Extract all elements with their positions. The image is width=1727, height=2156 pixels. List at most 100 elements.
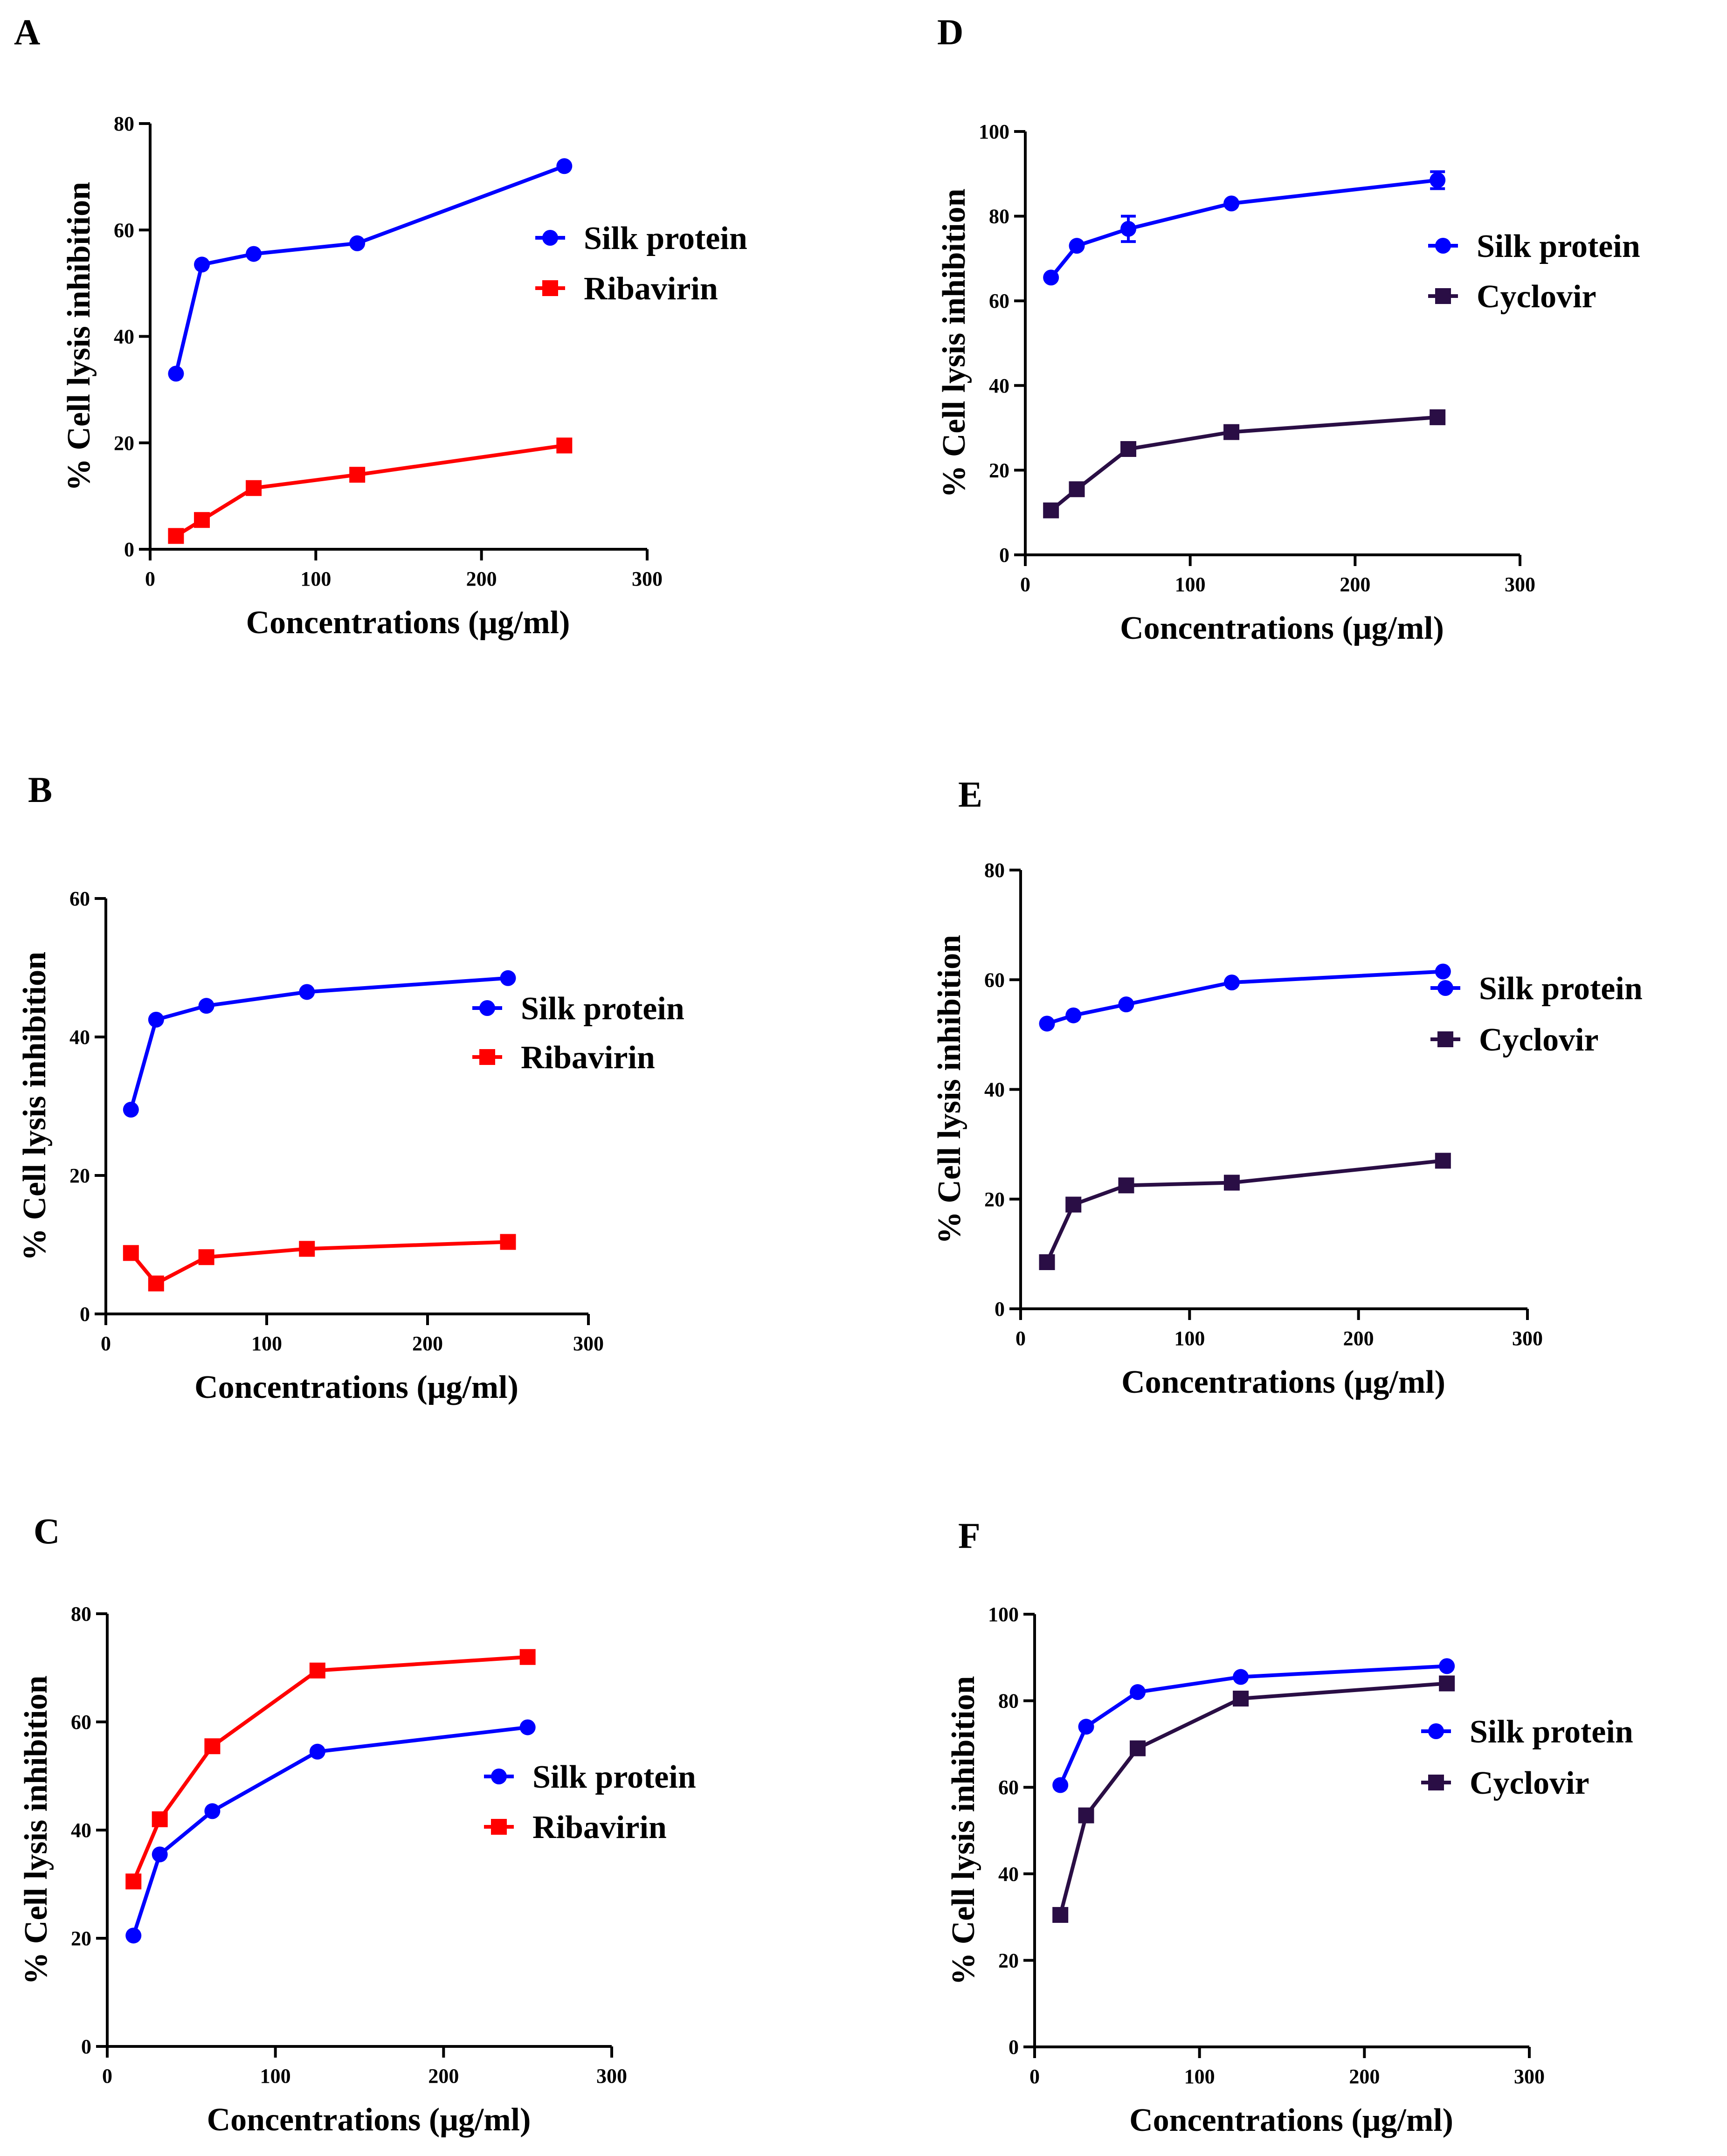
data-point <box>1052 1907 1069 1923</box>
series-line <box>131 1655 528 1882</box>
chart-panel-c: C 0 20 40 60 80 0 100 200 300 Concentrations (μg/m… <box>18 1511 696 2138</box>
data-point <box>194 512 210 528</box>
y-tick-label: 60 <box>984 968 1005 991</box>
x-tick-label: 300 <box>1512 1327 1543 1350</box>
series-ribavirin <box>168 437 573 544</box>
data-point <box>1052 1777 1069 1793</box>
data-point <box>1233 1669 1249 1685</box>
data-point <box>1223 195 1240 212</box>
legend-label: Cyclovir <box>1477 279 1596 315</box>
x-tick-label: 0 <box>102 2065 112 2087</box>
y-tick-label: 40 <box>989 374 1009 397</box>
series-silk-protein <box>1043 170 1446 286</box>
y-tick-label: 40 <box>71 1819 91 1842</box>
series-line <box>175 443 565 538</box>
data-point <box>1120 221 1137 237</box>
x-tick-label: 200 <box>1343 1327 1374 1350</box>
legend-item: Cyclovir <box>1428 279 1596 315</box>
data-point <box>349 467 366 483</box>
data-point <box>1065 1196 1082 1213</box>
data-point <box>1430 172 1446 188</box>
data-point <box>1078 1719 1094 1735</box>
data-point <box>1439 1658 1455 1674</box>
chart-panel-f: F 0 20 40 60 80 100 0 100 200 300 Concentrations (μ… <box>946 1515 1633 2138</box>
data-point <box>148 1275 164 1292</box>
series-line <box>131 1725 528 1936</box>
y-tick-label: 100 <box>979 120 1009 143</box>
y-tick-label: 80 <box>71 1603 91 1625</box>
legend-marker <box>1428 1775 1444 1790</box>
data-point <box>1118 1177 1134 1194</box>
y-tick-label: 60 <box>998 1776 1019 1799</box>
legend-marker <box>479 1000 495 1016</box>
data-point <box>152 1811 168 1827</box>
y-tick-label: 40 <box>984 1078 1005 1101</box>
x-axis-title: Concentrations (μg/ml) <box>246 605 570 641</box>
legend-label: Silk protein <box>521 991 684 1027</box>
legend-item: Cyclovir <box>1430 1022 1599 1058</box>
y-tick-label: 40 <box>114 325 134 348</box>
legend-label: Silk protein <box>1470 1714 1633 1750</box>
data-point <box>125 1873 142 1890</box>
x-tick-label: 300 <box>573 1332 604 1355</box>
legend-label: Silk protein <box>1477 228 1640 264</box>
y-tick-label: 60 <box>69 887 90 910</box>
y-axis-title: % Cell lysis inhibition <box>61 182 97 491</box>
series-cyclovir <box>1039 1153 1451 1271</box>
y-tick-label: 20 <box>114 432 134 455</box>
y-tick-label: 80 <box>989 205 1009 228</box>
series-line <box>1046 969 1444 1026</box>
legend-item: Ribavirin <box>472 1040 655 1076</box>
y-tick-label: 20 <box>69 1164 90 1187</box>
series-silk-protein <box>168 158 573 382</box>
data-point <box>500 970 516 986</box>
data-point <box>1130 1684 1146 1700</box>
series-line <box>129 976 508 1111</box>
y-axis-title: % Cell lysis inhibition <box>932 935 967 1244</box>
y-tick-label: 60 <box>71 1711 91 1734</box>
data-point <box>1223 974 1240 991</box>
series-silk-protein <box>1052 1658 1455 1793</box>
data-point <box>1118 996 1134 1013</box>
data-point <box>299 1241 315 1257</box>
legend-marker <box>1435 238 1451 254</box>
y-tick-label: 0 <box>995 1298 1005 1320</box>
data-point <box>1065 1007 1082 1023</box>
y-tick-label: 80 <box>984 859 1005 882</box>
series-cyclovir <box>1043 409 1446 518</box>
series-line <box>129 1240 508 1285</box>
y-tick-label: 0 <box>124 538 134 561</box>
legend-marker <box>491 1769 507 1784</box>
x-tick-label: 200 <box>466 567 497 590</box>
y-tick-label: 40 <box>998 1863 1019 1886</box>
data-point <box>519 1719 536 1735</box>
data-point <box>152 1846 168 1863</box>
data-point <box>246 246 262 262</box>
y-tick-label: 80 <box>998 1690 1019 1713</box>
x-tick-label: 100 <box>1174 1327 1205 1350</box>
series-silk-protein <box>1039 963 1451 1032</box>
data-point <box>1223 424 1240 440</box>
series-line <box>174 164 565 374</box>
data-point <box>500 1234 516 1250</box>
data-point <box>1069 481 1085 498</box>
legend-label: Silk protein <box>532 1759 696 1795</box>
y-tick-label: 40 <box>69 1026 90 1049</box>
data-point <box>246 480 262 496</box>
y-axis-title: % Cell lysis inhibition <box>936 188 972 498</box>
data-point <box>198 998 214 1014</box>
series-line <box>1050 178 1438 279</box>
data-point <box>309 1662 325 1679</box>
y-axis-title: % Cell lysis inhibition <box>946 1676 981 1985</box>
data-point <box>125 1928 142 1944</box>
legend-item: Silk protein <box>1421 1714 1633 1750</box>
panel-letter: A <box>14 12 40 52</box>
series-line <box>1058 1664 1447 1786</box>
data-point <box>204 1803 221 1819</box>
panel-letter: F <box>958 1515 981 1556</box>
series-silk-protein <box>123 970 516 1118</box>
x-axis-title: Concentrations (μg/ml) <box>1129 2102 1453 2138</box>
legend-item: Ribavirin <box>535 271 718 307</box>
legend-marker <box>1437 1031 1453 1047</box>
